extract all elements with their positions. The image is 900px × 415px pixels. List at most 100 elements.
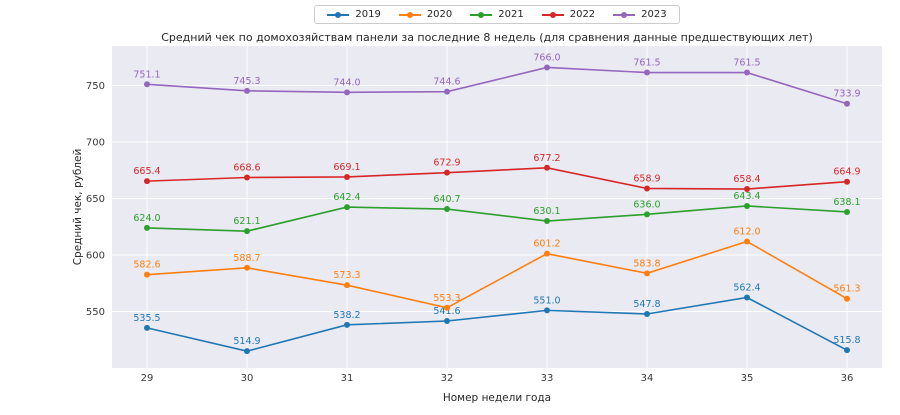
value-label: 541.6 [433,306,460,317]
chart-legend: 2019 2020 2021 2022 2023 [112,5,882,24]
x-tick-label: 35 [741,373,754,384]
data-point-2021 [844,208,850,215]
value-label: 664.9 [833,167,860,178]
legend-line-marker-icon [470,11,493,19]
legend-item-2023: 2023 [613,9,667,20]
value-label: 638.1 [833,197,860,208]
data-point-2019 [444,317,450,324]
data-point-2022 [444,169,450,176]
data-point-2023 [244,87,250,94]
legend-item-2021: 2021 [470,9,524,20]
value-label: 538.2 [333,310,360,321]
data-point-2019 [844,347,850,354]
x-tick-label: 33 [541,373,554,384]
data-point-2022 [744,186,750,193]
value-label: 668.6 [233,163,260,174]
value-label: 665.4 [133,166,160,177]
data-point-2021 [644,211,650,218]
legend-box: 2019 2020 2021 2022 2023 [314,5,680,24]
data-point-2023 [544,64,550,71]
legend-line-marker-icon [327,11,350,19]
x-tick-label: 34 [641,373,654,384]
legend-item-2020: 2020 [398,9,453,20]
value-label: 677.2 [533,153,560,164]
value-label: 658.4 [733,174,760,185]
legend-line-marker-icon [613,11,636,19]
value-label: 745.3 [233,76,260,87]
value-label: 582.6 [133,260,160,271]
legend-label: 2021 [498,9,524,20]
value-label: 733.9 [833,89,860,100]
series-line-2019 [146,296,848,352]
value-label: 624.0 [133,213,160,224]
value-label: 643.4 [733,191,760,202]
data-point-2021 [744,202,750,209]
value-label: 588.7 [233,253,260,264]
value-label: 535.5 [133,313,160,324]
data-point-2023 [344,89,350,96]
y-tick-label: 550 [86,307,105,318]
y-tick-label: 600 [86,251,105,262]
value-label: 669.1 [333,162,360,173]
legend-line-marker-icon [398,11,421,19]
data-point-2020 [644,270,650,277]
data-point-2022 [244,174,250,181]
data-point-2022 [144,178,150,185]
data-point-2023 [644,69,650,76]
legend-label: 2023 [641,9,667,20]
data-point-2023 [144,81,150,88]
series-line-2021 [146,205,848,232]
value-label: 547.8 [633,299,660,310]
data-point-2023 [744,69,750,76]
data-point-2021 [244,228,250,235]
data-point-2021 [544,218,550,225]
data-point-2022 [844,178,850,185]
value-label: 583.8 [633,258,660,269]
value-label: 514.9 [233,336,260,347]
data-point-2020 [244,264,250,271]
legend-label: 2022 [569,9,596,20]
data-point-2019 [644,310,650,317]
data-point-2021 [444,206,450,213]
value-label: 672.9 [433,158,460,169]
data-point-2019 [544,307,550,314]
series-line-2020 [146,240,848,309]
value-label: 761.5 [633,58,660,69]
data-point-2020 [344,282,350,289]
legend-item-2022: 2022 [541,9,596,20]
value-label: 601.2 [533,239,560,250]
value-label: 642.4 [333,192,360,203]
x-tick-label: 31 [341,373,354,384]
y-tick-label: 700 [86,138,105,149]
data-point-2020 [544,250,550,257]
x-tick-label: 36 [841,373,854,384]
value-label: 640.7 [433,194,460,205]
x-axis-label: Номер недели года [442,392,552,404]
value-label: 562.4 [733,282,760,293]
chart-title: Средний чек по домохозяйствам панели за … [161,31,813,44]
data-point-2019 [244,348,250,355]
data-point-2019 [744,294,750,301]
data-point-2020 [844,295,850,302]
value-label: 766.0 [533,52,560,63]
legend-label: 2020 [426,9,453,20]
value-label: 636.0 [633,199,660,210]
value-label: 553.3 [433,293,460,304]
data-point-2022 [344,173,350,180]
data-point-2023 [444,88,450,95]
value-label: 744.0 [333,77,360,88]
x-tick-label: 30 [241,373,254,384]
value-label: 573.3 [333,270,360,281]
data-point-2022 [644,185,650,192]
value-label: 751.1 [133,69,160,80]
value-label: 561.3 [833,284,860,295]
x-tick-label: 32 [441,373,454,384]
legend-item-2019: 2019 [327,9,381,20]
data-point-2021 [144,224,150,231]
data-point-2020 [444,304,450,311]
data-point-2023 [844,100,850,107]
data-point-2019 [144,324,150,331]
y-tick-label: 650 [86,194,105,205]
